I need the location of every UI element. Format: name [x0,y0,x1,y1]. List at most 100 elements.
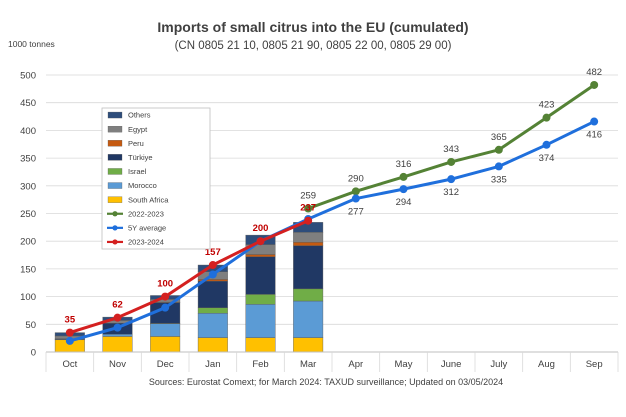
data-label: 294 [396,197,412,208]
x-tick-label: Feb [252,359,268,370]
data-label: 316 [396,159,412,170]
data-label: 237 [300,203,316,214]
y-tick-label: 50 [25,320,36,331]
source-note: Sources: Eurostat Comext; for March 2024… [149,377,503,387]
y-tick-label: 350 [20,154,36,165]
data-label: 343 [443,144,459,155]
data-label: 335 [491,174,507,185]
data-label: 482 [586,67,602,78]
data-label: 312 [443,187,459,198]
data-point [447,157,456,166]
data-label: 200 [253,223,269,234]
bar-segment [197,307,228,314]
line-series: 259 290 316 343 365 423 482 277 294 312 335 374 416 3… [65,67,602,345]
legend-marker [112,211,118,217]
data-point [256,237,265,246]
data-point [161,292,170,301]
x-tick-label: July [490,359,507,370]
data-point [399,172,408,181]
legend-label: Morocco [128,181,157,190]
legend-label: Türkiye [128,153,153,162]
legend-swatch [107,140,123,147]
x-tick-label: June [441,359,462,370]
y-tick-label: 400 [20,126,36,137]
legend-label: Egypt [128,125,148,134]
series-line [69,219,309,335]
x-tick-label: Sep [586,359,603,370]
data-label: 100 [157,279,173,290]
data-label: 259 [300,191,316,202]
x-tick-label: Nov [109,359,126,370]
legend-label: Peru [128,139,144,148]
x-tick-label: Mar [300,359,316,370]
x-tick-label: Oct [62,359,77,370]
data-point [208,270,217,279]
bar-segment [197,313,228,338]
data-point [65,336,74,345]
x-tick-label: May [395,359,413,370]
data-label: 423 [539,100,555,111]
y-tick-label: 500 [20,71,36,82]
bar-segment [197,280,228,308]
y-tick-label: 300 [20,181,36,192]
bar-segment [245,254,276,257]
data-label: 416 [586,130,602,141]
data-label: 290 [348,173,364,184]
bar-segment [102,336,133,353]
legend-marker [112,225,118,231]
data-point [351,187,360,196]
data-point [542,140,551,149]
y-tick-label: 100 [20,292,36,303]
legend-marker [112,239,118,245]
x-tick-label: Aug [538,359,555,370]
bar-segment [197,337,228,353]
bar-segment [102,334,133,337]
x-tick-label: Jan [205,359,220,370]
bar-segment [245,256,276,295]
chart-title: Imports of small citrus into the EU (cum… [157,19,468,35]
data-point [113,323,122,332]
data-point [590,80,599,89]
data-label: 35 [65,315,76,326]
legend-swatch [107,154,123,161]
bar-segment [245,337,276,353]
legend-label: Israel [128,167,147,176]
data-point [447,175,456,184]
legend-swatch [107,111,123,119]
y-tick-label: 200 [20,237,36,248]
bar-segment [293,337,324,353]
x-tick-label: Apr [348,359,363,370]
data-label: 374 [539,153,555,164]
legend-label: 5Y average [128,223,166,232]
bar-segment [150,336,181,353]
legend-label: South Africa [128,195,169,204]
legend-swatch [107,196,123,203]
data-point [304,216,313,225]
data-point [399,185,408,194]
data-point [590,117,599,126]
data-point [208,261,217,270]
legend: Others Egypt Peru Türkiye Israel Morocco South… [101,107,211,250]
data-point [304,204,313,213]
x-axis-ticks: Oct Nov Dec Jan Feb Mar Apr May June July Aug Sep [62,359,602,370]
bar-segment [293,242,324,246]
data-label: 277 [348,207,364,218]
legend-label: 2023-2024 [128,238,164,247]
y-axis-ticks: 0 50 100 150 200 250 300 350 400 450 500 [20,71,36,359]
chart-subtitle: (CN 0805 21 10, 0805 21 90, 0805 22 00, … [175,40,452,52]
data-label: 157 [205,247,221,258]
data-point [65,328,74,337]
data-point [542,113,551,122]
data-label: 365 [491,132,507,143]
bar-segment [293,245,324,290]
legend-label: 2022-2023 [128,209,164,218]
y-tick-label: 150 [20,264,36,275]
bar-segment [293,300,324,338]
data-point [351,194,360,203]
y-tick-label: 0 [31,348,36,359]
data-point [494,145,503,154]
series-line [69,120,595,343]
legend-swatch [107,126,123,133]
bar-segment [293,288,324,302]
bar-segment [245,304,276,338]
